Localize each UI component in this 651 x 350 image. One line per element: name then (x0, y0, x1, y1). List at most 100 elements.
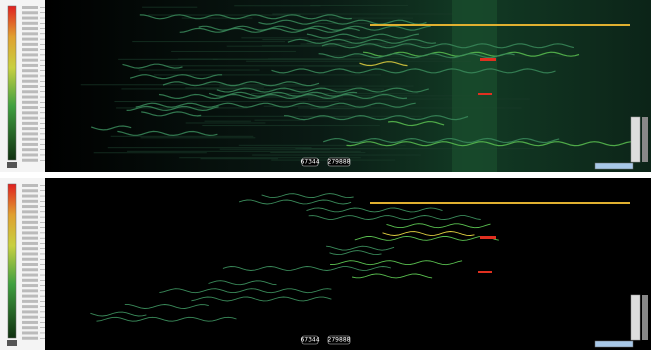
scale-tick (22, 148, 38, 151)
scale-button (7, 162, 17, 168)
scale-tick (22, 231, 38, 234)
scale-tick (22, 274, 38, 277)
scale-tick (22, 111, 38, 114)
noise-band (185, 87, 264, 88)
scale-tick (22, 205, 38, 208)
noise-band (201, 158, 278, 159)
noise-band (220, 149, 330, 150)
trace-peak (480, 58, 496, 61)
scale-tick (22, 32, 38, 35)
scale-tick (22, 43, 38, 46)
noise-band (141, 137, 256, 138)
position-label: 67344 (300, 337, 319, 344)
scale-tick (22, 127, 38, 130)
trace-peak (478, 93, 492, 95)
noise-band (202, 125, 380, 126)
scale-tick (22, 189, 38, 192)
noise-band (251, 93, 418, 94)
scale-button (7, 340, 17, 346)
scale-tick (22, 117, 38, 120)
trace (370, 202, 630, 204)
noise-band (262, 45, 478, 46)
color-scale (8, 6, 16, 160)
scale-tick (22, 221, 38, 224)
noise-band (219, 86, 413, 87)
scale-tick (22, 226, 38, 229)
scale-tick (22, 300, 38, 303)
scale-tick (22, 210, 38, 213)
noise-band (255, 120, 306, 121)
scale-tick (22, 22, 38, 25)
scale-tick (22, 295, 38, 298)
position-label: 279888 (328, 337, 351, 344)
scale-tick (22, 289, 38, 292)
scale-tick (22, 122, 38, 125)
scale-tick (22, 184, 38, 187)
scale-tick (22, 48, 38, 51)
scale-tick (22, 216, 38, 219)
scale-tick (22, 69, 38, 72)
noise-band (171, 51, 296, 52)
scale-tick (22, 326, 38, 329)
scale-tick (22, 268, 38, 271)
scale-tick (22, 242, 38, 245)
scrollbar-track (642, 295, 648, 340)
noise-band (114, 101, 338, 102)
noise-band (310, 5, 408, 6)
noise-band (111, 136, 254, 137)
scale-tick (22, 331, 38, 334)
noise-band (272, 13, 452, 14)
scale-tick (22, 159, 38, 162)
scale-tick (22, 138, 38, 141)
panel-top: 67344 279888 (0, 0, 651, 172)
scale-tick (22, 11, 38, 14)
scale-tick (22, 258, 38, 261)
scrollbar (631, 295, 640, 340)
noise-band (132, 41, 285, 42)
scrollbar-track (642, 117, 648, 162)
scale-tick (22, 310, 38, 313)
scale-tick (22, 38, 38, 41)
scale-tick (22, 195, 38, 198)
zoom-bar (595, 341, 633, 347)
noise-band (270, 152, 365, 153)
scale-tick (22, 64, 38, 67)
noise-band (142, 7, 197, 8)
spectrogram-view: 67344 279888 67344 279888 (0, 0, 651, 350)
noise-band (148, 14, 300, 15)
noise-band (205, 121, 252, 122)
scale-tick (22, 96, 38, 99)
scale-tick (22, 200, 38, 203)
noise-band (127, 151, 361, 152)
scale-tick (22, 321, 38, 324)
position-label: 67344 (300, 159, 319, 166)
scale-tick (22, 90, 38, 93)
scale-tick (22, 85, 38, 88)
zoom-bar (595, 163, 633, 169)
noise-band (252, 155, 421, 156)
scale-tick (22, 143, 38, 146)
scale-tick (22, 6, 38, 9)
trace-peak (478, 271, 492, 273)
scale-tick (22, 305, 38, 308)
color-scale (8, 184, 16, 338)
scale-tick (22, 74, 38, 77)
scrollbar (631, 117, 640, 162)
scale-tick (22, 284, 38, 287)
scale-tick (22, 27, 38, 30)
noise-band (234, 5, 320, 6)
scale-tick (22, 237, 38, 240)
trace (370, 24, 630, 26)
noise-band (94, 152, 207, 153)
noise-band (178, 59, 377, 60)
noise-band (295, 148, 534, 149)
scale-tick (22, 80, 38, 83)
page: 67344279888 67344279888 (() => { const d… (0, 0, 651, 350)
scale-tick (22, 53, 38, 56)
noise-band (246, 61, 471, 62)
position-label: 279888 (328, 159, 351, 166)
scale-tick (22, 263, 38, 266)
noise-band (304, 66, 368, 67)
scale-tick (22, 153, 38, 156)
scale-tick (22, 59, 38, 62)
